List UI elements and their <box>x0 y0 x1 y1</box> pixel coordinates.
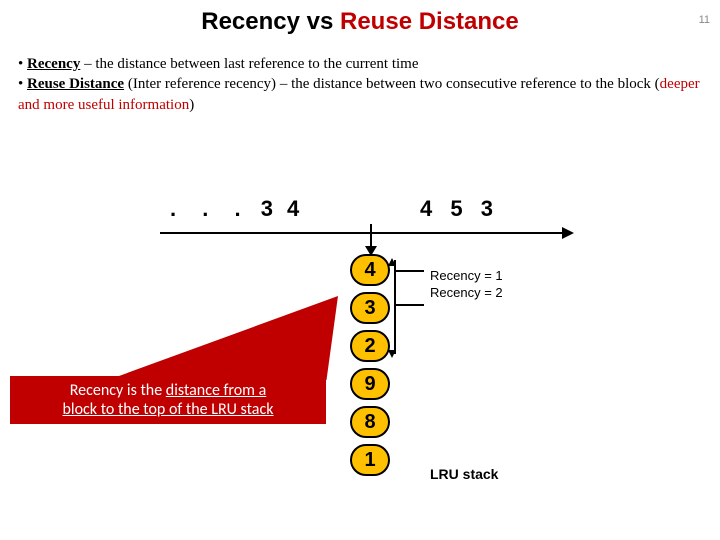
title-left: Recency vs <box>201 8 340 35</box>
callout-u2: block to the top of the LRU stack <box>63 400 274 419</box>
bullet-1: • Recency – the distance between last re… <box>18 54 702 74</box>
bullet-1-term: Recency <box>27 56 80 72</box>
callout-u1: distance from a <box>166 381 266 400</box>
access-sequence: . . . 3 4 <box>170 196 303 222</box>
sequence-dots: . . . <box>170 196 251 221</box>
callout-pointer-icon <box>108 296 338 380</box>
stack-label: LRU stack <box>430 466 498 482</box>
timeline-arrowhead <box>562 227 574 239</box>
bullet-2-term: Reuse Distance <box>27 76 124 92</box>
recency-line-1: Recency = 1 <box>430 268 503 285</box>
stack-cell: 2 <box>350 330 390 362</box>
stack-cell: 3 <box>350 292 390 324</box>
page-number: 11 <box>699 14 710 26</box>
stack-cell: 8 <box>350 406 390 438</box>
recency-callout: Recency is the distance from a block to … <box>10 376 326 424</box>
bullet-2-mid: – the distance between two consecutive r… <box>276 76 660 92</box>
bullet-2: • Reuse Distance (Inter reference recenc… <box>18 74 702 115</box>
bullet-1-rest: – the distance between last reference to… <box>80 56 418 72</box>
callout-pre: Recency <box>70 381 124 400</box>
bullet-2-paren: (Inter reference recency) <box>124 76 276 92</box>
callout-mid: is the <box>123 381 166 400</box>
lru-stack: 4 3 2 9 8 1 <box>350 254 390 482</box>
bullet-list: • Recency – the distance between last re… <box>18 54 702 115</box>
recency-bracket <box>394 260 416 330</box>
bracket-line <box>394 304 424 306</box>
bracket-line <box>394 270 424 272</box>
bracket-tip-icon <box>388 350 396 358</box>
recency-annotation: Recency = 1 Recency = 2 <box>430 268 503 302</box>
title-right: Reuse Distance <box>340 8 519 35</box>
future-sequence: 4 5 3 <box>420 196 499 222</box>
sequence-past: 3 4 <box>261 196 304 221</box>
slide-title: Recency vs Reuse Distance <box>0 8 720 36</box>
stack-cell: 9 <box>350 368 390 400</box>
diagram-area: . . . 3 4 4 5 3 4 3 2 9 8 1 LRU stack Re… <box>0 188 720 538</box>
bullet-2-close: ) <box>189 97 194 113</box>
stack-cell: 4 <box>350 254 390 286</box>
timeline-arrow <box>160 232 570 234</box>
recency-line-2: Recency = 2 <box>430 285 503 302</box>
stack-cell: 1 <box>350 444 390 476</box>
bracket-tip-icon <box>388 258 396 266</box>
